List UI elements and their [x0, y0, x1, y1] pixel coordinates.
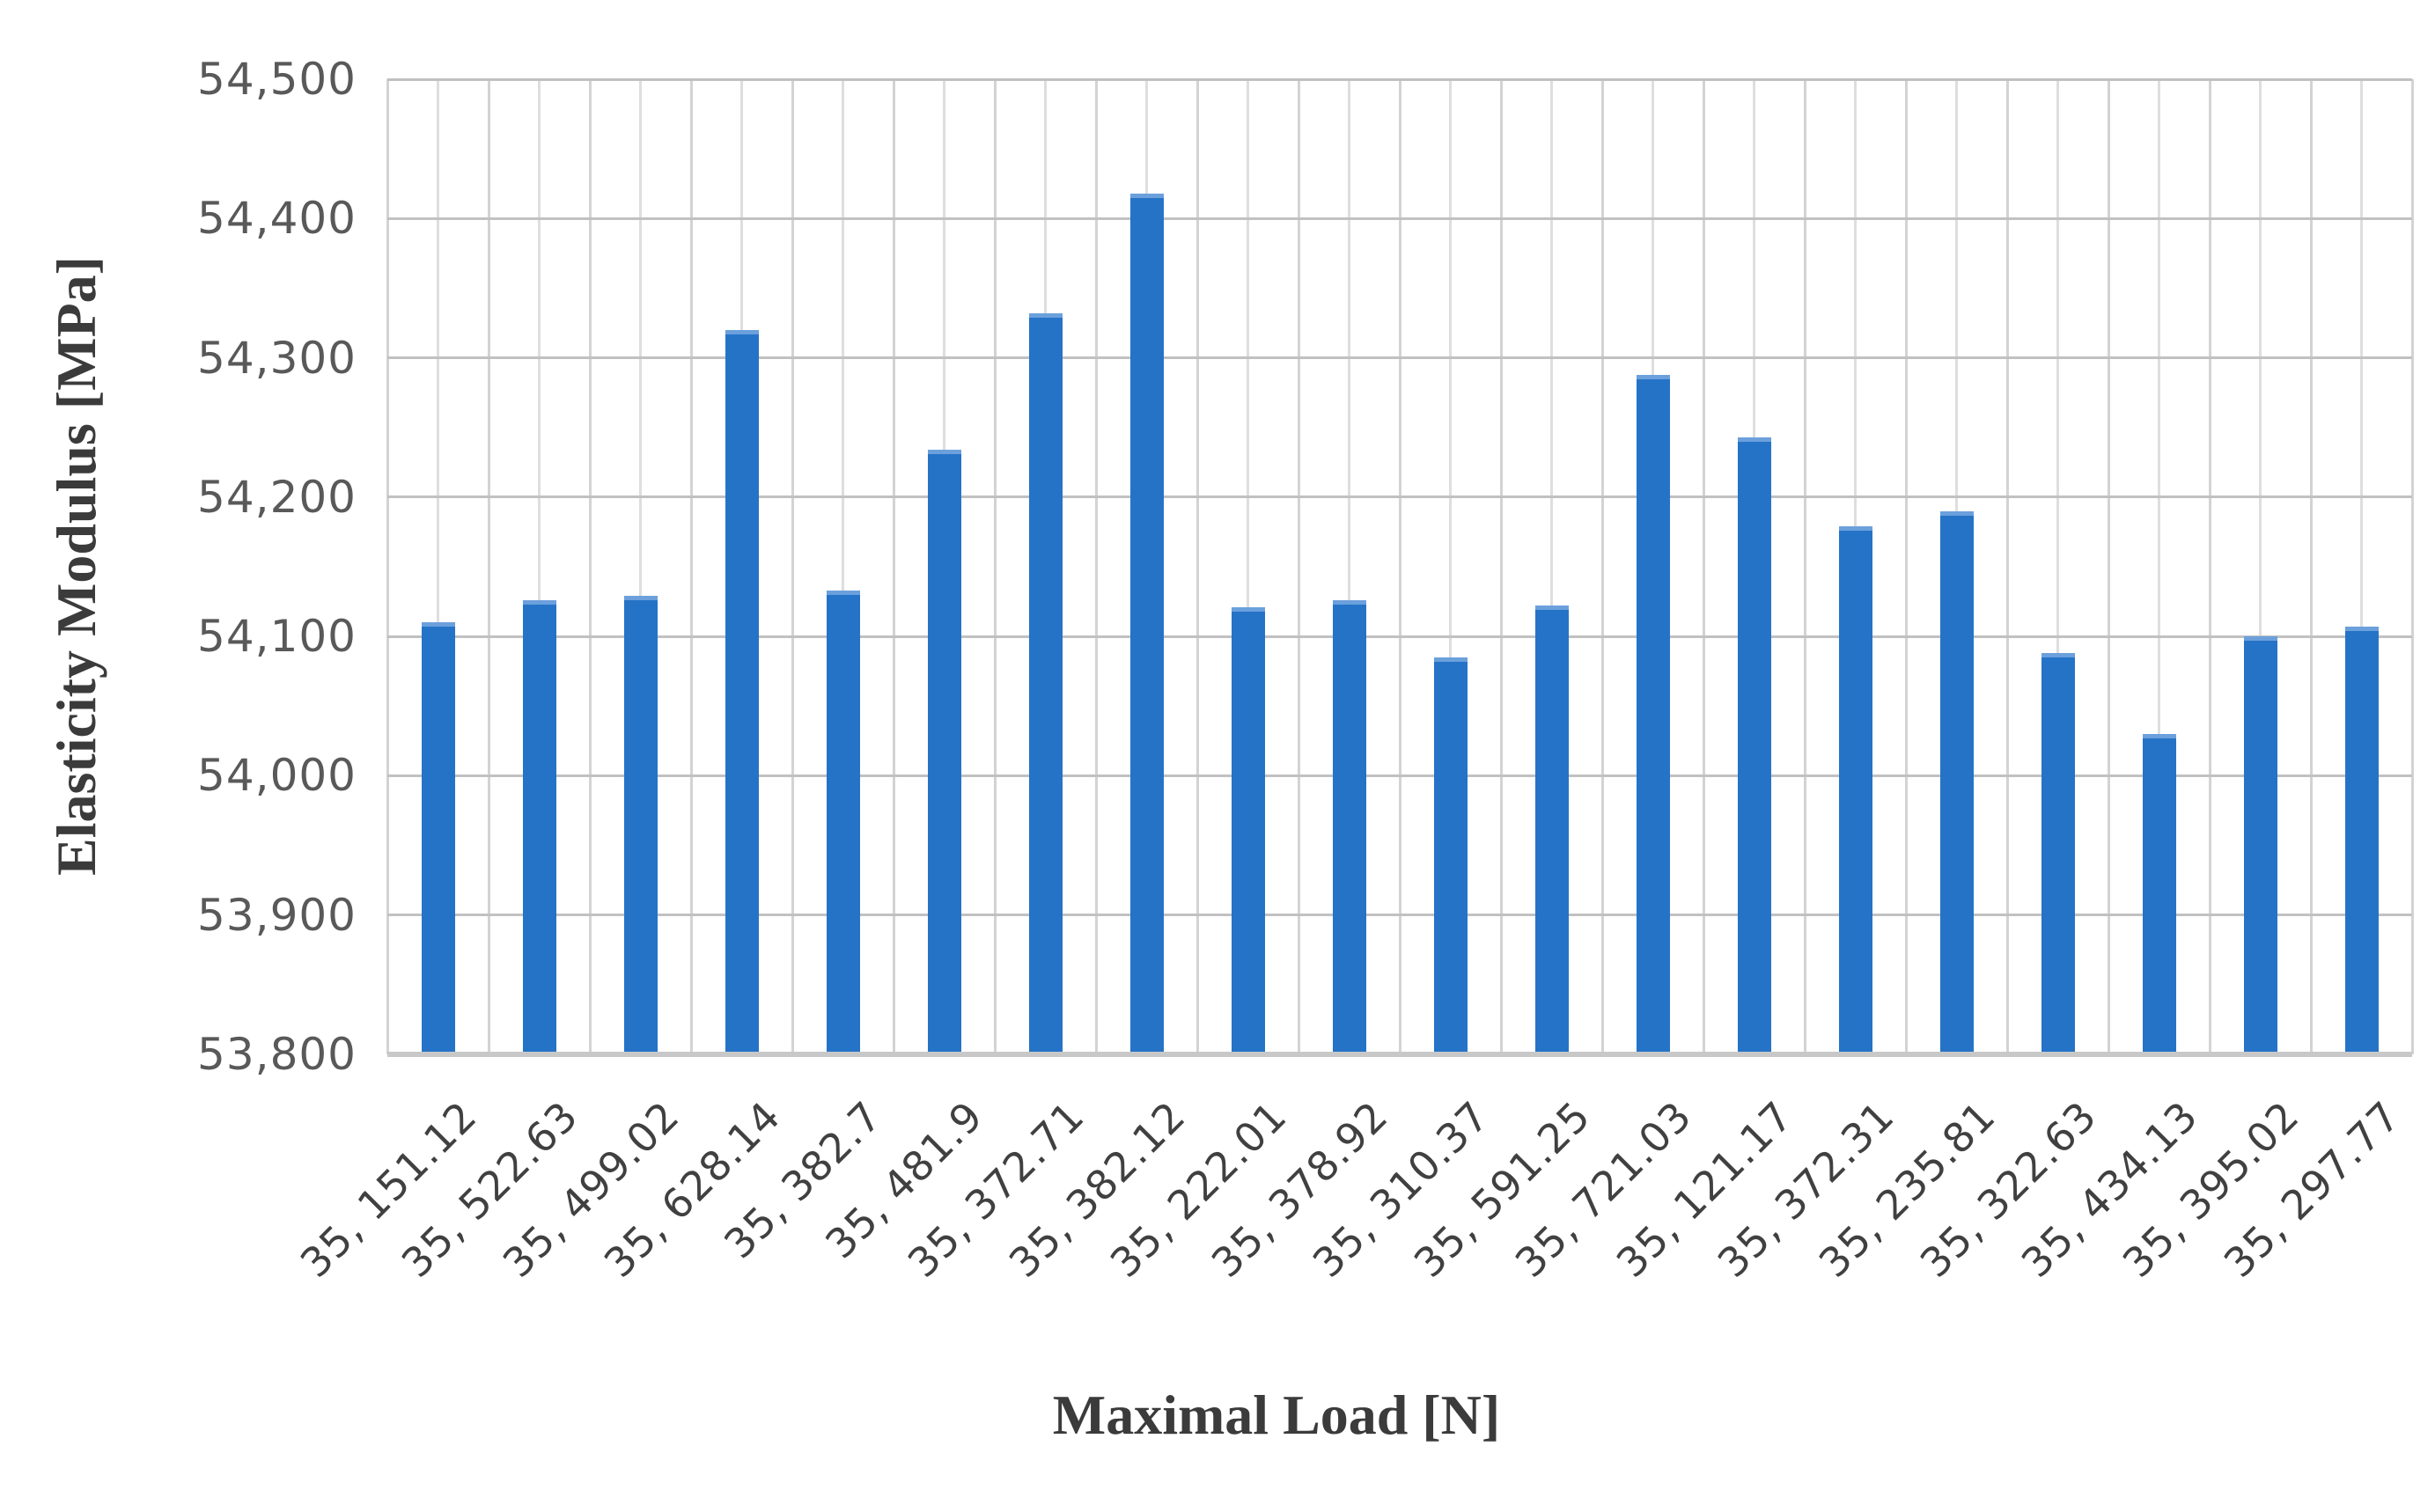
bar [1534, 606, 1569, 1054]
v-gridline [1904, 79, 1908, 1054]
y-tick-label: 54,500 [197, 54, 357, 105]
bar [2041, 653, 2075, 1054]
v-gridline [2410, 79, 2414, 1054]
bar [1028, 312, 1063, 1054]
v-gridline [993, 79, 997, 1054]
bar [1939, 510, 1974, 1054]
y-gridline [387, 635, 2412, 638]
v-gridline [588, 79, 592, 1054]
bar [1838, 526, 1872, 1054]
v-gridline [1449, 79, 1452, 1054]
v-gridline [1348, 79, 1350, 1054]
y-gridline [387, 356, 2412, 360]
bar [927, 450, 961, 1054]
bar [1737, 437, 1771, 1054]
v-gridline [842, 79, 844, 1054]
bar-chart: Elasticity Modulus [MPa] 53,800 53,900 54,… [45, 54, 2414, 1446]
plot-area [386, 77, 2414, 1057]
v-gridline [2056, 79, 2059, 1054]
bar [2142, 733, 2176, 1054]
bar [522, 599, 556, 1054]
y-gridline [387, 217, 2412, 220]
v-gridline [2158, 79, 2160, 1054]
x-axis-line [387, 1052, 2412, 1057]
v-gridline [2107, 79, 2110, 1054]
y-gridline [387, 914, 2412, 917]
bar [421, 622, 455, 1054]
v-gridline [1247, 79, 1249, 1054]
v-gridline [1094, 79, 1098, 1054]
y-gridline [387, 77, 2412, 81]
v-gridline [892, 79, 895, 1054]
bar [2243, 636, 2277, 1054]
bar [2344, 627, 2379, 1054]
v-gridline [689, 79, 693, 1054]
y-gridline [387, 495, 2412, 499]
v-gridline [538, 79, 541, 1054]
y-tick-label: 54,400 [197, 193, 357, 245]
v-gridline [1600, 79, 1604, 1054]
bar [1433, 657, 1468, 1054]
v-gridline [1550, 79, 1553, 1054]
v-gridline [2360, 79, 2363, 1054]
v-gridline [1803, 79, 1806, 1054]
v-gridline [639, 79, 642, 1054]
v-gridline [2005, 79, 2009, 1054]
y-tick-label: 54,300 [197, 332, 357, 384]
y-tick-label: 54,200 [197, 471, 357, 523]
v-gridline [437, 79, 439, 1054]
v-gridline [1499, 79, 1503, 1054]
bar [1231, 606, 1265, 1054]
y-axis-title: Elasticity Modulus [MPa] [45, 256, 107, 876]
bar [1129, 193, 1164, 1054]
x-axis-title: Maximal Load [N] [1052, 1384, 1501, 1446]
v-gridline [791, 79, 794, 1054]
bar [623, 596, 658, 1054]
v-gridline [2208, 79, 2211, 1054]
bar [725, 329, 759, 1054]
y-tick-label: 54,100 [197, 611, 357, 663]
v-gridline [2259, 79, 2262, 1054]
v-gridline [1702, 79, 1705, 1054]
y-gridline [387, 774, 2412, 777]
bar [1636, 374, 1670, 1054]
v-gridline [1297, 79, 1300, 1054]
y-tick-label: 54,000 [197, 750, 357, 802]
bar [1332, 599, 1366, 1054]
v-gridline [1195, 79, 1199, 1054]
v-gridline [1398, 79, 1401, 1054]
bar [826, 590, 860, 1054]
y-tick-label: 53,800 [197, 1029, 357, 1080]
v-gridline [2309, 79, 2313, 1054]
v-gridline [487, 79, 490, 1054]
v-gridline [386, 79, 389, 1054]
y-tick-label: 53,900 [197, 889, 357, 941]
